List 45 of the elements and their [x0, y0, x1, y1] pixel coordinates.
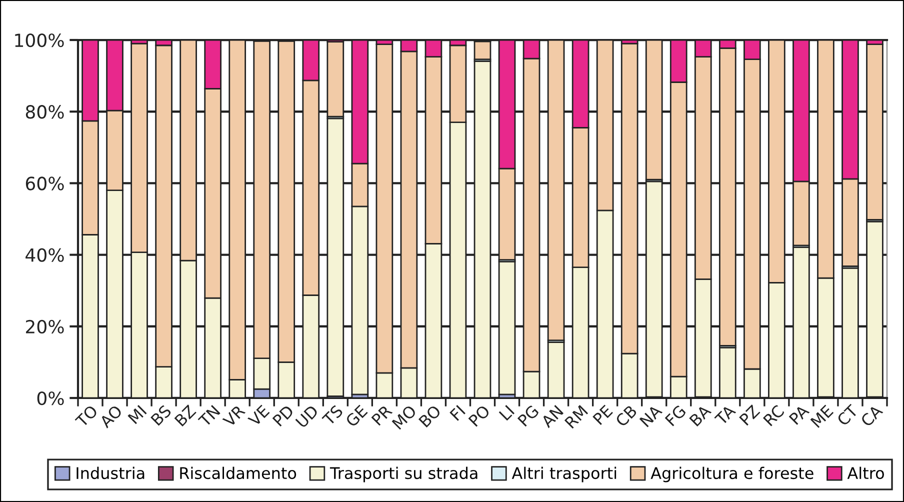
x-tick-label: TN — [198, 405, 220, 428]
x-tick-label: PA — [788, 404, 810, 425]
legend-label: Industria — [76, 466, 144, 480]
x-tick-label: PR — [371, 404, 393, 426]
x-tick-label: FG — [664, 404, 686, 426]
x-tick-label: BZ — [174, 404, 196, 427]
x-tick-label: PZ — [739, 404, 760, 426]
x-tick-label: MO — [392, 404, 418, 430]
y-tick-label: 60% — [26, 176, 64, 190]
x-tick-label: LI — [498, 405, 514, 421]
legend-label: Trasporti su strada — [330, 466, 478, 482]
x-tick-label: PO — [468, 404, 491, 427]
x-tick-label: TO — [74, 404, 98, 428]
y-tick-label: 80% — [26, 105, 64, 119]
y-tick-label: 0% — [37, 391, 64, 406]
x-tick-label: BA — [689, 404, 712, 427]
legend-label: Altri trasporti — [512, 466, 616, 482]
y-tick-label: 40% — [26, 248, 64, 262]
x-tick-label: VR — [222, 404, 246, 428]
x-tick-label: FI — [450, 405, 466, 421]
x-tick-label: GE — [344, 404, 368, 428]
x-tick-label: CT — [836, 404, 860, 426]
x-tick-label: BS — [150, 404, 172, 426]
x-tick-label: CB — [614, 404, 638, 428]
x-tick-label: PD — [272, 404, 294, 427]
y-tick-label: 20% — [26, 320, 64, 334]
x-tick-label: RC — [762, 404, 785, 426]
x-tick-label: BO — [418, 404, 442, 428]
x-tick-label: ME — [810, 404, 834, 428]
x-tick-label: NA — [639, 404, 663, 428]
x-tick-label: RM — [564, 405, 588, 429]
x-tick-label: PG — [517, 404, 540, 427]
x-tick-label: VE — [247, 404, 270, 427]
legend-label: Agricoltura e foreste — [650, 466, 814, 482]
x-tick-label: PE — [592, 404, 613, 425]
y-tick-label: 100% — [15, 33, 64, 48]
x-tick-label: UD — [295, 404, 319, 428]
x-tick-label: TS — [322, 404, 344, 426]
legend-label: Altro — [847, 466, 884, 480]
x-tick-label: AN — [540, 405, 564, 428]
x-tick-label: TA — [714, 404, 736, 426]
x-tick-label: AO — [98, 404, 123, 429]
x-tick-label: MI — [128, 405, 147, 424]
x-tick-label: CA — [860, 404, 884, 428]
legend-label: Riscaldamento — [180, 466, 296, 480]
